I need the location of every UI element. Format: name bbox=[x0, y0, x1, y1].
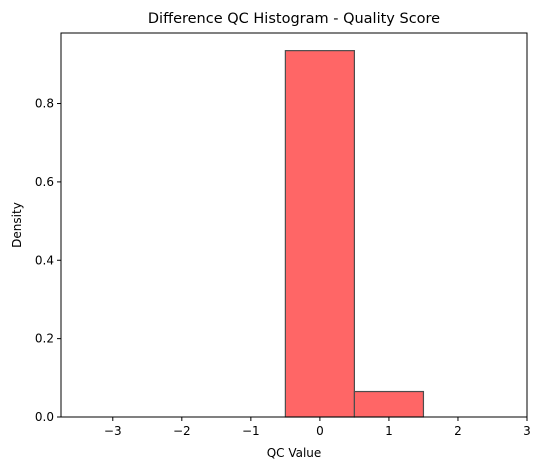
x-tick-label: −2 bbox=[173, 424, 191, 438]
x-tick-label: 1 bbox=[385, 424, 393, 438]
x-axis-label: QC Value bbox=[267, 446, 322, 460]
x-tick-label: 0 bbox=[316, 424, 324, 438]
x-tick-label: −1 bbox=[242, 424, 260, 438]
x-tick-label: 2 bbox=[454, 424, 462, 438]
y-tick-label: 0.8 bbox=[35, 97, 54, 111]
plot-frame bbox=[60, 32, 528, 418]
x-axis: −3 −2 −1 0 1 2 3 bbox=[104, 417, 531, 438]
histogram-bar-1 bbox=[284, 50, 356, 418]
y-tick-label: 0.6 bbox=[35, 175, 54, 189]
histogram-bar-2 bbox=[353, 390, 425, 418]
y-tick-label: 0.4 bbox=[35, 253, 54, 267]
x-tick-label: 3 bbox=[523, 424, 531, 438]
y-tick-label: 0.0 bbox=[35, 410, 54, 424]
bars-group bbox=[284, 50, 425, 418]
y-axis-label: Density bbox=[10, 202, 24, 248]
y-tick-label: 0.2 bbox=[35, 332, 54, 346]
chart-title: Difference QC Histogram - Quality Score bbox=[148, 11, 440, 27]
x-tick-label: −3 bbox=[104, 424, 122, 438]
y-axis: 0.0 0.2 0.4 0.6 0.8 bbox=[35, 97, 61, 424]
